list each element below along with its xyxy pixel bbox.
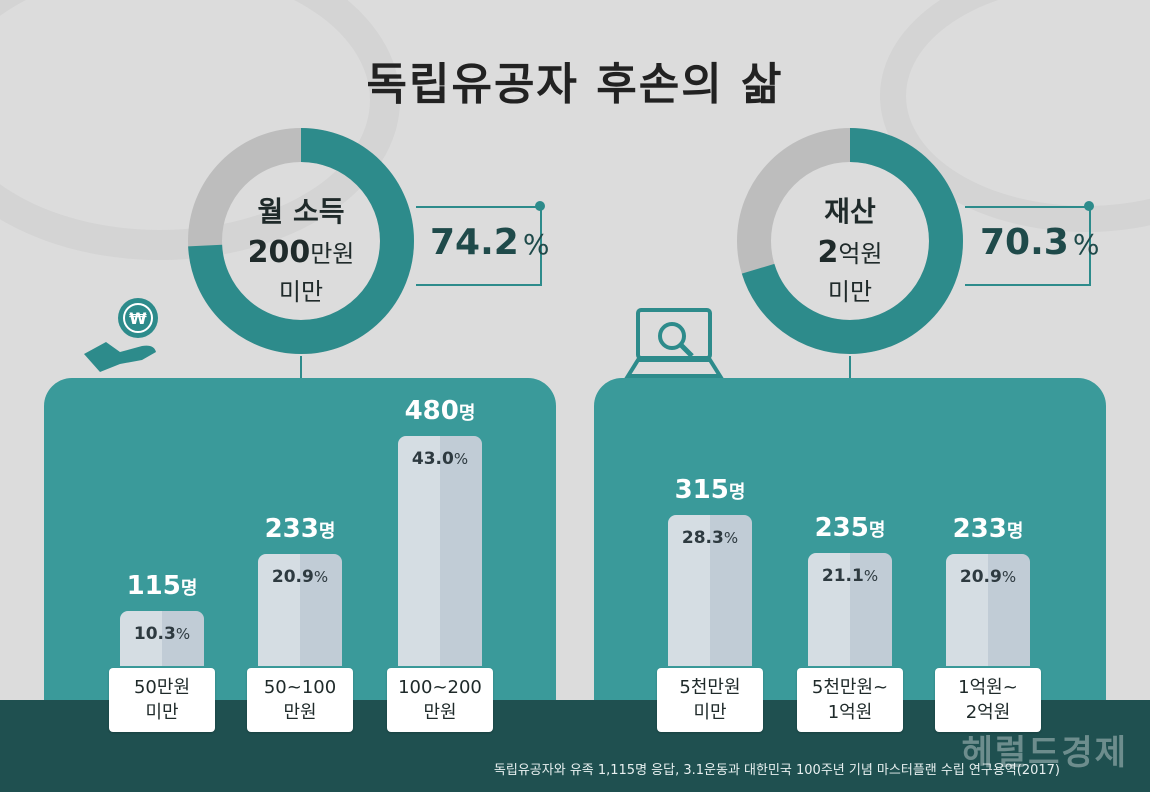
- bar: 21.1%: [808, 553, 892, 666]
- income-donut-svg: [188, 128, 414, 354]
- assets-donut: 재산 2억원 미만: [735, 126, 965, 356]
- bar-count-value: 233: [952, 514, 1007, 544]
- bar: 43.0%: [398, 436, 482, 666]
- income-percent-value: 74.2: [430, 222, 519, 263]
- category-label-line: 50만원: [133, 677, 191, 698]
- category-label-line: 50~100: [263, 677, 337, 698]
- donut-label-line2: 200만원: [221, 234, 381, 270]
- assets-donut-svg: [737, 128, 963, 354]
- bar-percent-label: 43.0%: [398, 448, 482, 469]
- category-label-line: 1억원~: [958, 677, 1018, 698]
- source-note: 독립유공자와 유족 1,115명 응답, 3.1운동과 대한민국 100주년 기…: [493, 763, 1060, 778]
- bar-count-label: 233명: [238, 514, 362, 544]
- income-percent: 74.2%: [430, 222, 549, 263]
- publisher-watermark: 헤럴드경제: [961, 733, 1128, 773]
- donut-label: 재산 2억원 미만: [770, 190, 930, 307]
- category-label-line: 미만: [145, 702, 179, 723]
- count-unit: 명: [728, 482, 746, 503]
- percent-bracket: [965, 206, 1091, 286]
- count-unit: 명: [1006, 521, 1024, 542]
- bar: 28.3%: [668, 515, 752, 666]
- donut-value: 2: [817, 235, 839, 270]
- svg-text:₩: ₩: [129, 309, 147, 328]
- count-unit: 명: [180, 578, 198, 599]
- category-label-line: 2억원: [965, 702, 1011, 723]
- connector-line: [849, 356, 851, 382]
- category-label: 100~200 만원: [387, 668, 493, 732]
- bar-percent-value: 20.9: [959, 567, 1002, 587]
- assets-percent-value: 70.3: [980, 222, 1069, 263]
- donut-label-line3: 미만: [827, 278, 873, 306]
- bar-count-label: 480명: [378, 396, 502, 426]
- percent-bracket: [416, 206, 542, 286]
- laptop-search-icon: [624, 308, 724, 378]
- assets-percent: 70.3%: [980, 222, 1099, 263]
- connector-line: [300, 356, 302, 382]
- bar-count-label: 115명: [100, 571, 224, 601]
- bar-percent-value: 43.0: [411, 449, 454, 469]
- donut-label-line1: 재산: [824, 195, 876, 228]
- percent-sign: %: [1072, 228, 1100, 261]
- percent-sign: %: [863, 567, 879, 585]
- percent-sign: %: [453, 450, 469, 468]
- bar-percent-label: 10.3%: [120, 623, 204, 644]
- bar-count-label: 315명: [648, 475, 772, 505]
- donut-slice: [188, 128, 414, 354]
- bracket-dot: [1084, 201, 1094, 211]
- bar-percent-label: 21.1%: [808, 565, 892, 586]
- bar-count-value: 315: [674, 475, 729, 505]
- page-title: 독립유공자 후손의 삶: [366, 59, 784, 110]
- donut-label-line3: 미만: [278, 278, 324, 306]
- bracket-dot: [535, 201, 545, 211]
- percent-sign: %: [522, 228, 550, 261]
- bar: 10.3%: [120, 611, 204, 666]
- bar-count-label: 235명: [788, 513, 912, 543]
- category-label: 50~100 만원: [247, 668, 353, 732]
- bar-percent-value: 10.3: [133, 624, 176, 644]
- percent-sign: %: [313, 568, 329, 586]
- bar-percent-label: 20.9%: [946, 566, 1030, 587]
- percent-sign: %: [1001, 568, 1017, 586]
- category-label: 5천만원~ 1억원: [797, 668, 903, 732]
- donut-unit: 만원: [310, 240, 355, 268]
- donut-label: 월 소득 200만원 미만: [221, 190, 381, 307]
- bar-count-value: 233: [264, 514, 319, 544]
- bar: 20.9%: [946, 554, 1030, 666]
- donut-label-line2: 2억원: [770, 234, 930, 270]
- category-label-line: 5천만원: [679, 677, 741, 698]
- category-label-line: 만원: [423, 702, 457, 723]
- donut-unit: 억원: [838, 240, 883, 268]
- bar-percent-value: 20.9: [271, 567, 314, 587]
- percent-sign: %: [175, 625, 191, 643]
- category-label-line: 만원: [283, 702, 317, 723]
- income-donut: 월 소득 200만원 미만: [186, 126, 416, 356]
- bar-count-label: 233명: [926, 514, 1050, 544]
- hand-coin-icon: ₩: [84, 298, 158, 372]
- bar-count-value: 115: [126, 571, 181, 601]
- category-label-line: 미만: [693, 702, 727, 723]
- bar-count-value: 235: [814, 513, 869, 543]
- category-label-line: 5천만원~: [811, 677, 889, 698]
- category-label: 1억원~ 2억원: [935, 668, 1041, 732]
- donut-slice: [737, 128, 963, 354]
- bar-percent-value: 21.1: [821, 566, 864, 586]
- category-label-line: 100~200: [398, 677, 482, 698]
- donut-value: 200: [247, 235, 311, 270]
- category-label-line: 1억원: [827, 702, 873, 723]
- count-unit: 명: [318, 521, 336, 542]
- bar: 20.9%: [258, 554, 342, 666]
- bar-percent-label: 20.9%: [258, 566, 342, 587]
- count-unit: 명: [868, 520, 886, 541]
- percent-sign: %: [723, 529, 739, 547]
- bar-percent-value: 28.3: [681, 528, 724, 548]
- bar-count-value: 480: [404, 396, 459, 426]
- count-unit: 명: [458, 403, 476, 424]
- donut-label-line1: 월 소득: [257, 195, 345, 228]
- bar-percent-label: 28.3%: [668, 527, 752, 548]
